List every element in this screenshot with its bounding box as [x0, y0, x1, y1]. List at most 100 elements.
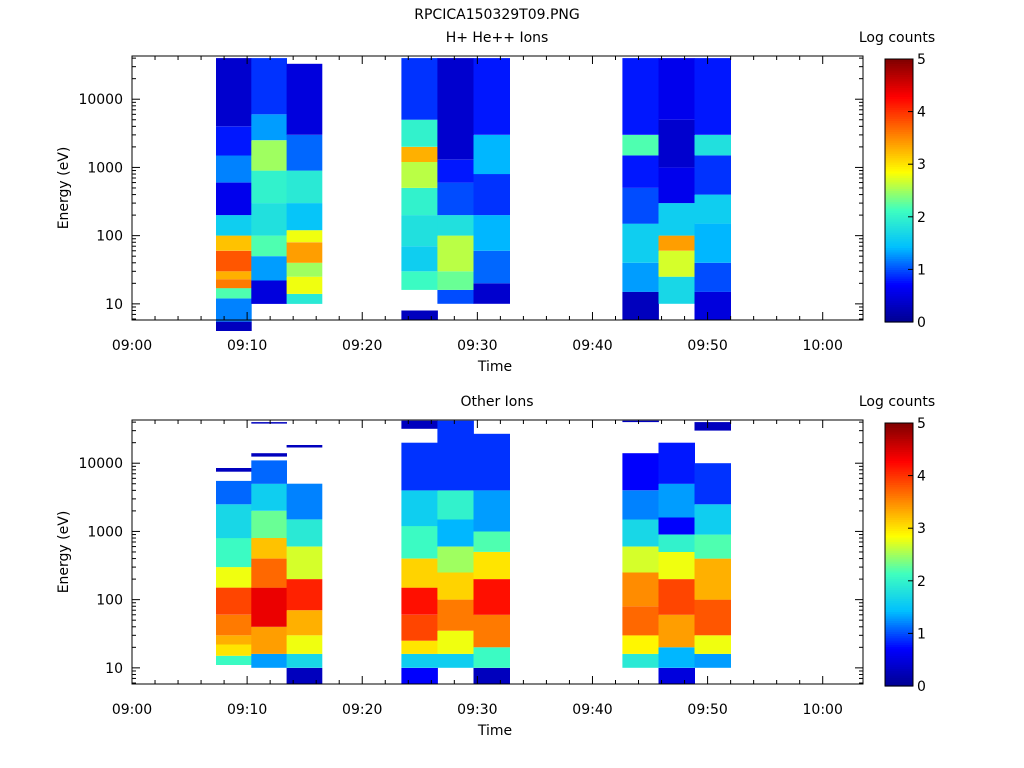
- y-tick-label: 10000: [78, 456, 123, 472]
- colorbar-swatch: [885, 319, 913, 323]
- colorbar-swatch: [885, 113, 913, 117]
- heatmap-cell: [401, 420, 438, 429]
- colorbar-swatch: [885, 190, 913, 194]
- colorbar-swatch: [885, 563, 913, 567]
- heatmap-cell: [216, 644, 252, 656]
- colorbar-swatch: [885, 251, 913, 255]
- colorbar-swatch: [885, 151, 913, 154]
- colorbar-swatch: [885, 646, 913, 650]
- colorbar-swatch: [885, 620, 913, 624]
- colorbar-swatch: [885, 293, 913, 297]
- heatmap-cell: [401, 653, 438, 668]
- colorbar-swatch: [885, 471, 913, 475]
- colorbar-swatch: [885, 642, 913, 645]
- heatmap-cell: [437, 58, 474, 160]
- colorbar-swatch: [885, 284, 913, 288]
- colorbar-swatch: [885, 142, 913, 146]
- panel-title: H+ He++ Ions: [446, 30, 549, 46]
- colorbar-swatch: [885, 501, 913, 505]
- colorbar-swatch: [885, 666, 913, 670]
- colorbar-swatch: [885, 578, 913, 582]
- heatmap-cell: [622, 134, 659, 156]
- colorbar-swatch: [885, 164, 913, 167]
- colorbar-swatch: [885, 534, 913, 538]
- heatmap-cell: [658, 250, 695, 277]
- colorbar-swatch: [885, 98, 913, 102]
- x-tick-label: 09:20: [342, 702, 382, 718]
- x-axis: 09:00 09:10 09:20 09:30 09:40 09:50 10:00: [112, 420, 843, 718]
- colorbar-swatch: [885, 615, 913, 619]
- colorbar-swatch: [885, 574, 913, 578]
- colorbar-swatch: [885, 286, 913, 290]
- colorbar: 0 1 2 3 4 5: [884, 416, 926, 695]
- colorbar-swatch: [885, 111, 913, 115]
- colorbar-swatch: [885, 131, 913, 135]
- colorbar-swatch: [885, 567, 913, 571]
- heatmap-cell: [251, 558, 287, 588]
- heatmap-cell: [437, 546, 474, 573]
- heatmap-cell: [286, 483, 323, 520]
- colorbar-swatch: [885, 672, 913, 676]
- colorbar-tick-label: 4: [917, 105, 926, 121]
- heatmap-cell: [216, 614, 252, 636]
- colorbar-swatch: [885, 275, 913, 279]
- heatmap-cell: [286, 262, 323, 277]
- heatmap-cell: [437, 235, 474, 272]
- colorbar-swatch: [885, 254, 913, 257]
- colorbar-swatch: [885, 458, 913, 461]
- colorbar-swatch: [885, 183, 913, 187]
- colorbar-swatch: [885, 120, 913, 124]
- heatmap-cell: [694, 534, 731, 559]
- heatmap-cell: [251, 170, 287, 204]
- colorbar-swatch: [885, 162, 913, 165]
- heatmap-cell: [251, 483, 287, 511]
- colorbar-swatch: [885, 539, 913, 542]
- heatmap-cell: [622, 546, 659, 573]
- colorbar-swatch: [885, 598, 913, 602]
- colorbar-swatch: [885, 302, 913, 306]
- heatmap-cell: [286, 667, 323, 684]
- x-tick-label: 10:00: [803, 702, 843, 718]
- heatmap-cell: [286, 203, 323, 231]
- colorbar-swatch: [885, 530, 913, 534]
- heatmap-cell: [251, 256, 287, 281]
- colorbar-swatch: [885, 451, 913, 455]
- colorbar-swatch: [885, 602, 913, 606]
- heatmap-cell: [401, 162, 438, 188]
- heatmap-cell: [401, 614, 438, 641]
- colorbar-swatch: [885, 423, 913, 426]
- colorbar-swatch: [885, 626, 913, 630]
- heatmap-cell: [401, 58, 438, 120]
- colorbar-swatch: [885, 519, 913, 523]
- colorbar-swatch: [885, 655, 913, 659]
- colorbar-swatch: [885, 304, 913, 308]
- heatmap-cell: [622, 262, 659, 292]
- colorbar-swatch: [885, 72, 913, 75]
- heatmap-cell: [216, 587, 252, 615]
- colorbar-swatch: [885, 587, 913, 591]
- heatmap-cell: [401, 526, 438, 559]
- colorbar-swatch: [885, 659, 913, 663]
- colorbar-swatch: [885, 177, 913, 181]
- colorbar-swatch: [885, 271, 913, 275]
- x-tick-label: 09:00: [112, 702, 152, 718]
- colorbar-swatch: [885, 639, 913, 643]
- colorbar-swatch: [885, 624, 913, 628]
- colorbar-swatch: [885, 232, 913, 235]
- colorbar-tick-label: 3: [917, 157, 926, 173]
- colorbar-swatch: [885, 291, 913, 295]
- colorbar-swatch: [885, 593, 913, 597]
- colorbar-swatch: [885, 315, 913, 319]
- colorbar-swatch: [885, 596, 913, 599]
- colorbar-swatch: [885, 604, 913, 608]
- colorbar-swatch: [885, 181, 913, 185]
- colorbar-swatch: [885, 234, 913, 238]
- colorbar-swatch: [885, 644, 913, 648]
- colorbar-frame: [884, 422, 914, 687]
- colorbar-swatch: [885, 637, 913, 641]
- heatmap-cell: [216, 126, 252, 156]
- colorbar-swatch: [885, 506, 913, 510]
- heatmap-cell: [437, 490, 474, 520]
- heatmap-cell: [622, 420, 659, 423]
